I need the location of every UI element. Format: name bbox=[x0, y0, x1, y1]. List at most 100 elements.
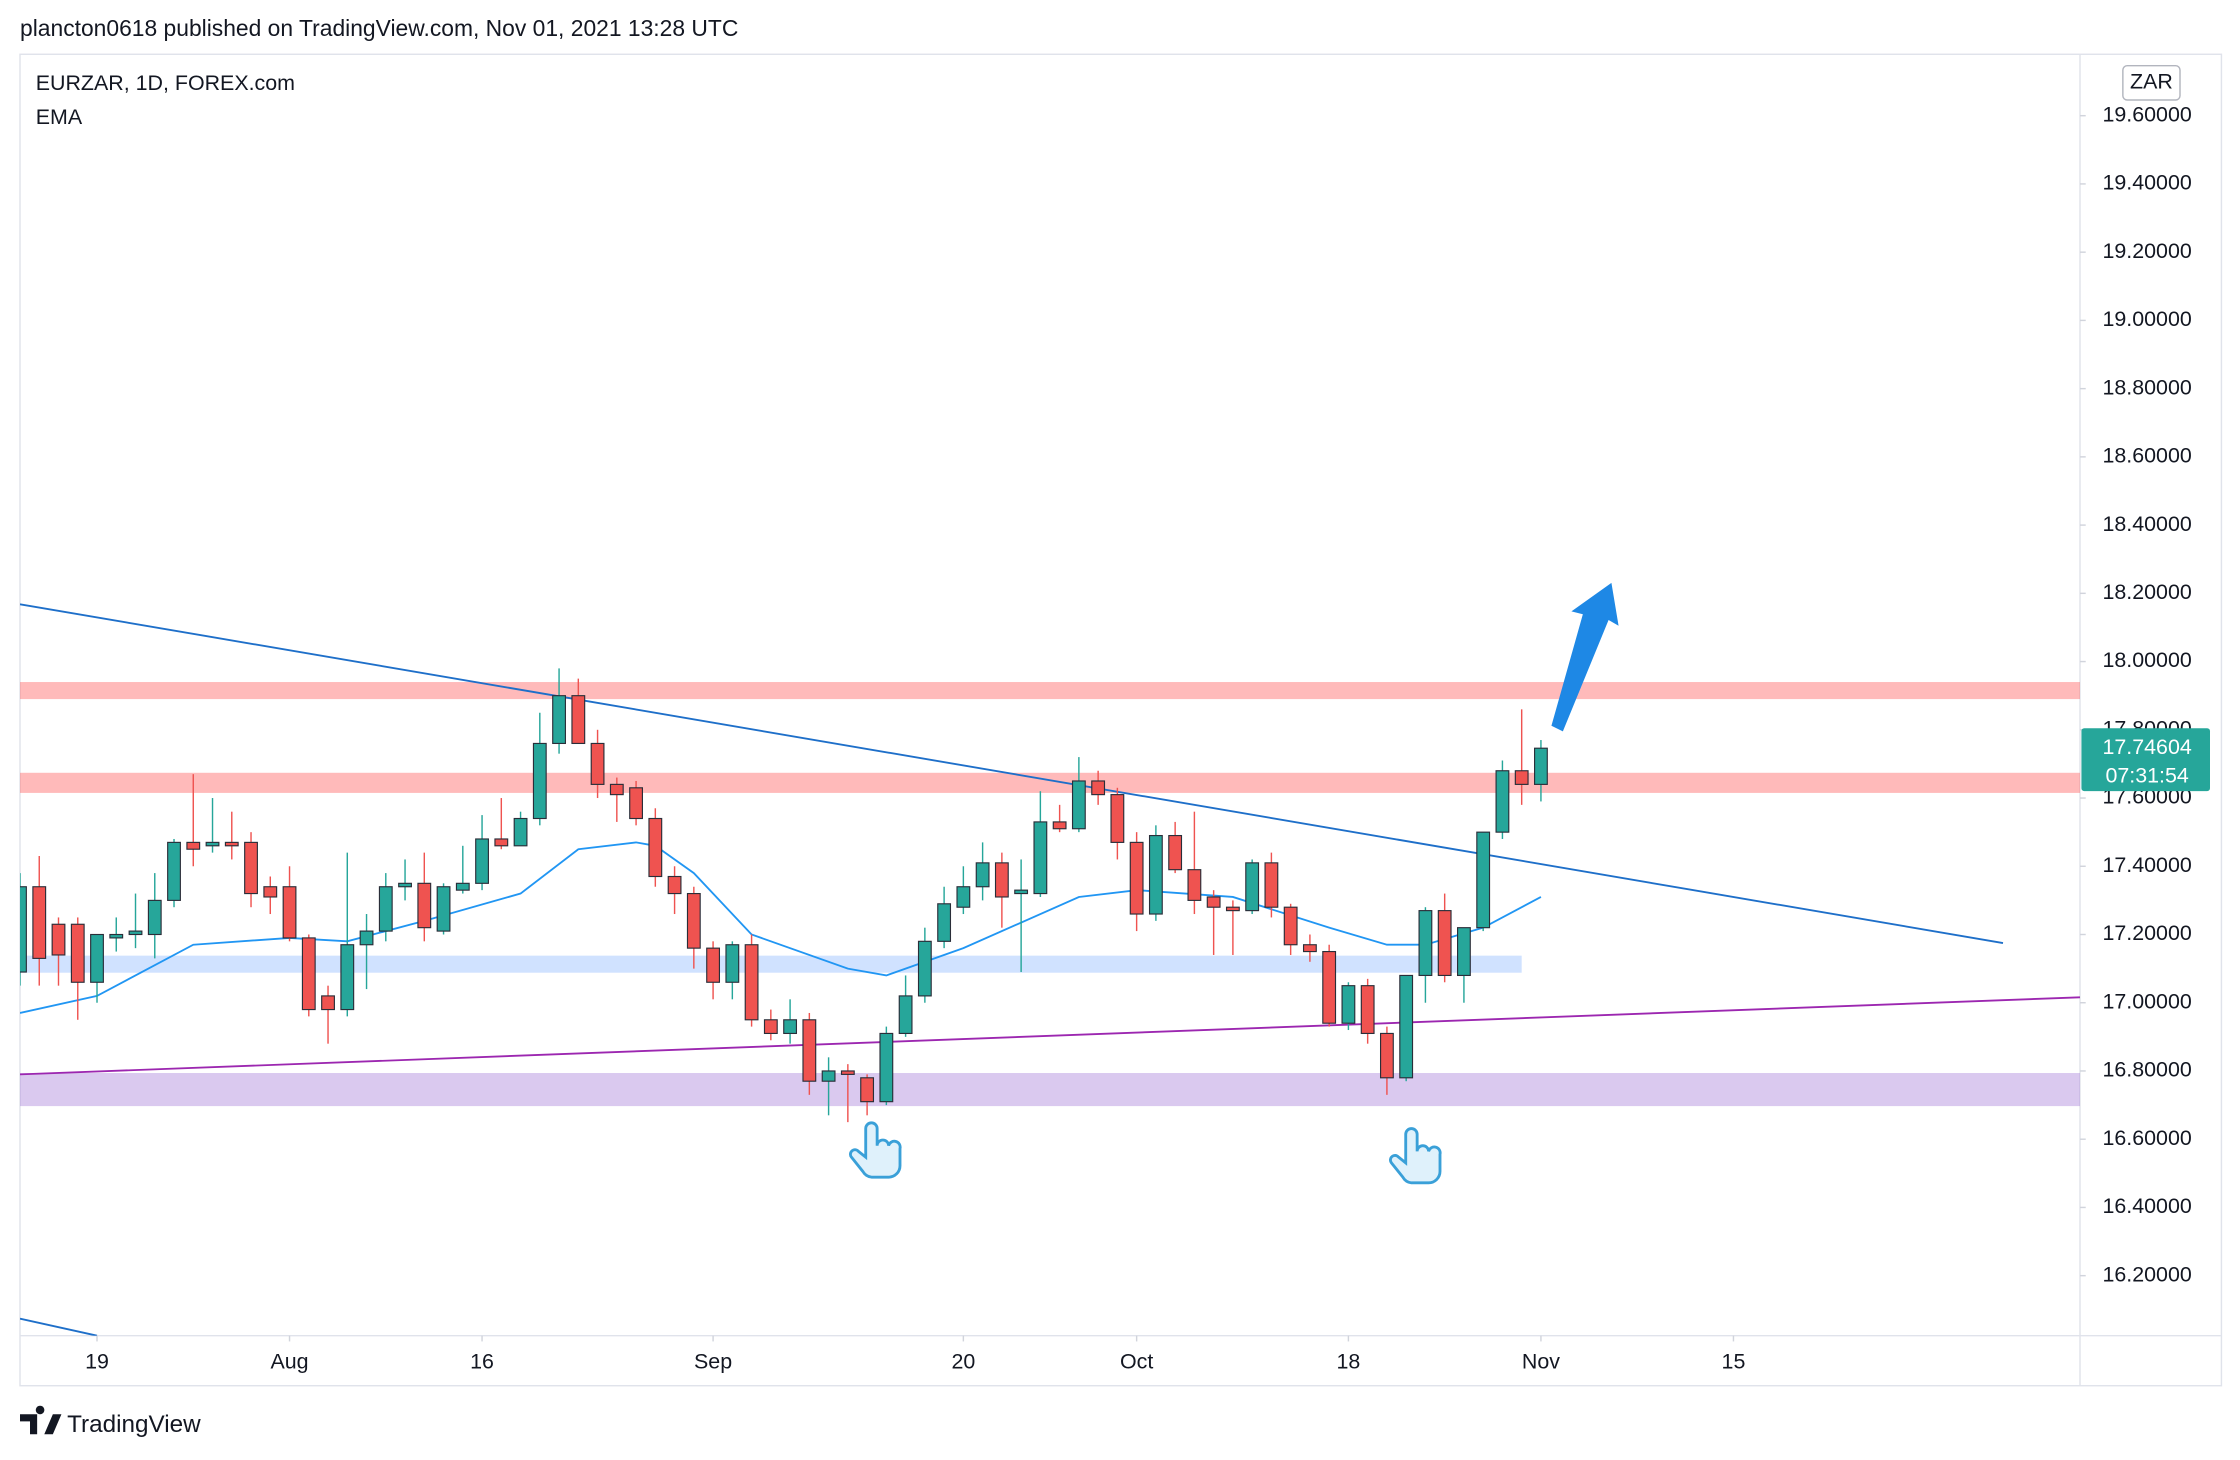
x-tick-label: 18 bbox=[1337, 1350, 1361, 1374]
candle-body bbox=[340, 944, 355, 1011]
candle-body bbox=[1091, 780, 1106, 796]
candle-body bbox=[1399, 974, 1414, 1079]
x-tick-label: Sep bbox=[694, 1350, 732, 1374]
ema-line bbox=[20, 841, 1542, 1014]
candle-body bbox=[937, 903, 952, 942]
y-tick-label: 19.40000 bbox=[2102, 171, 2191, 195]
brand: TradingView bbox=[67, 1411, 201, 1438]
candle-body bbox=[301, 937, 316, 1011]
hand-icon bbox=[849, 1121, 1442, 1185]
candle-body bbox=[1437, 910, 1452, 977]
x-tick-label: Nov bbox=[1522, 1350, 1560, 1374]
candle-body bbox=[186, 841, 201, 850]
trend-line bbox=[20, 996, 2080, 1076]
candle-body bbox=[725, 944, 740, 983]
candle-body bbox=[686, 892, 701, 949]
candle-body bbox=[244, 841, 258, 895]
candle-body bbox=[417, 882, 432, 929]
y-tick-label: 16.60000 bbox=[2102, 1126, 2191, 1150]
price-zone bbox=[20, 955, 1522, 973]
y-tick-label: 19.00000 bbox=[2102, 307, 2191, 331]
candle-body bbox=[224, 841, 239, 847]
countdown: 07:31:54 bbox=[2105, 763, 2188, 787]
candle-body bbox=[1206, 896, 1221, 908]
last-price-label: 17.74604 bbox=[2102, 735, 2191, 759]
candle-body bbox=[1129, 841, 1144, 915]
candle-body bbox=[744, 944, 759, 1021]
candle-body bbox=[860, 1077, 875, 1103]
candle-body bbox=[109, 933, 124, 939]
candle-body bbox=[1514, 770, 1529, 785]
y-tick-label: 17.00000 bbox=[2102, 989, 2191, 1013]
candle-body bbox=[1148, 834, 1163, 915]
candle-body bbox=[763, 1019, 778, 1035]
candle-body bbox=[321, 995, 335, 1011]
candle-body bbox=[1187, 869, 1202, 901]
candle-body bbox=[263, 886, 278, 898]
candle-body bbox=[629, 787, 643, 820]
candle-body bbox=[1245, 862, 1260, 912]
candle-body bbox=[167, 841, 181, 901]
candle-body bbox=[552, 695, 566, 745]
x-tick-label: 19 bbox=[85, 1350, 109, 1374]
candle-body bbox=[994, 862, 1009, 898]
candle-body bbox=[475, 838, 489, 884]
candle-body bbox=[706, 947, 721, 983]
candle-body bbox=[128, 930, 143, 936]
candle-body bbox=[648, 817, 663, 878]
candle-body bbox=[956, 886, 971, 908]
y-tick-label: 19.60000 bbox=[2102, 102, 2191, 126]
y-tick-label: 18.80000 bbox=[2102, 375, 2191, 399]
y-tick-label: 19.20000 bbox=[2102, 239, 2191, 263]
candle-body bbox=[1014, 889, 1029, 895]
candle-body bbox=[532, 742, 547, 820]
candle-body bbox=[667, 875, 682, 895]
price-zone bbox=[20, 1073, 2080, 1107]
candle-body bbox=[1033, 821, 1048, 895]
y-tick-label: 16.40000 bbox=[2102, 1194, 2191, 1218]
candle-body bbox=[359, 930, 374, 946]
candle-body bbox=[70, 923, 85, 983]
publisher-line: plancton0618 published on TradingView.co… bbox=[20, 15, 738, 41]
candle-body bbox=[436, 886, 451, 932]
candle-body bbox=[147, 899, 162, 936]
candle-body bbox=[1225, 906, 1240, 912]
candle-body bbox=[1071, 780, 1086, 830]
candle-body bbox=[378, 886, 393, 932]
arrow bbox=[1551, 582, 1619, 732]
last-price-box bbox=[2081, 728, 2210, 792]
candle-body bbox=[571, 695, 586, 745]
y-tick-label: 18.40000 bbox=[2102, 512, 2191, 536]
candle-body bbox=[1322, 950, 1337, 1024]
candle-body bbox=[1052, 821, 1067, 830]
axes: 16.20000 16.40000 16.60000 16.80000 17.00000… bbox=[85, 102, 2210, 1374]
candle-body bbox=[975, 862, 990, 888]
candle-body bbox=[513, 817, 528, 847]
candle-body bbox=[32, 886, 47, 959]
candle-body bbox=[590, 742, 605, 785]
y-tick-label: 17.20000 bbox=[2102, 921, 2191, 945]
currency: ZAR bbox=[2130, 70, 2173, 94]
candle-body bbox=[917, 940, 932, 997]
candle-body bbox=[840, 1070, 855, 1075]
candle-body bbox=[205, 841, 220, 847]
candle-body bbox=[1110, 794, 1125, 843]
trend-line bbox=[20, 1317, 98, 1336]
candle-body bbox=[821, 1070, 836, 1082]
candle-body bbox=[282, 886, 297, 939]
candle-body bbox=[1476, 831, 1491, 929]
price-zone bbox=[20, 682, 2080, 700]
candle-body bbox=[1379, 1032, 1394, 1079]
candle-body bbox=[879, 1032, 894, 1103]
indicator-name: EMA bbox=[36, 105, 83, 129]
currency-box bbox=[2122, 65, 2181, 101]
y-tick-label: 16.80000 bbox=[2102, 1058, 2191, 1082]
y-tick-label: 18.60000 bbox=[2102, 444, 2191, 468]
candle-body bbox=[1264, 862, 1279, 908]
candle-body bbox=[1283, 906, 1298, 946]
candle-body bbox=[1341, 985, 1356, 1024]
candle-body bbox=[609, 783, 624, 796]
